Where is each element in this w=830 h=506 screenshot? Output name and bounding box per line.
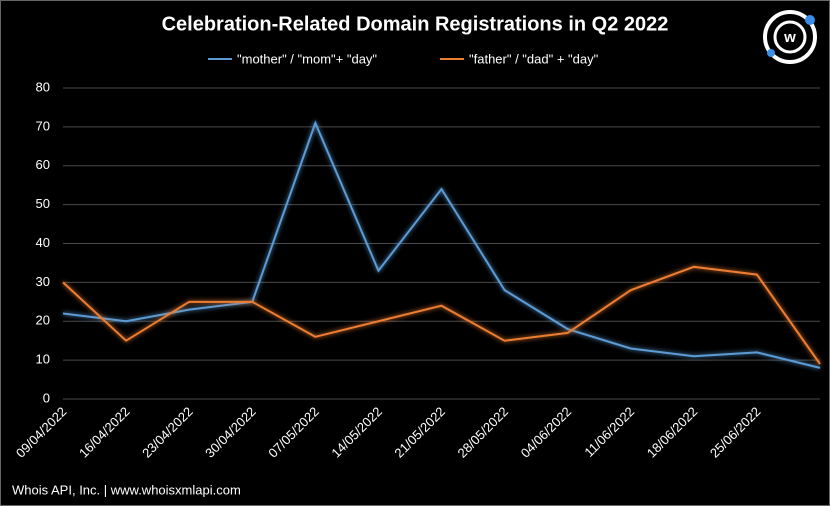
legend-label: "father" / "dad" + "day" <box>469 51 599 66</box>
y-tick-label: 20 <box>36 313 50 328</box>
series-line <box>62 265 821 365</box>
series-line <box>62 120 821 369</box>
y-tick-label: 0 <box>43 390 50 405</box>
logo: w <box>763 10 817 64</box>
y-tick-label: 50 <box>36 196 50 211</box>
y-tick-label: 80 <box>36 79 50 94</box>
legend-label: "mother" / "mom"+ "day" <box>237 51 377 66</box>
chart-title: Celebration-Related Domain Registrations… <box>162 13 669 35</box>
y-tick-label: 40 <box>36 235 50 250</box>
y-tick-label: 30 <box>36 274 50 289</box>
y-tick-label: 70 <box>36 118 50 133</box>
footer: Whois API, Inc. | www.whoisxmlapi.com <box>12 482 241 497</box>
y-tick-label: 60 <box>36 157 50 172</box>
y-tick-label: 10 <box>36 352 50 367</box>
svg-text:w: w <box>783 29 796 46</box>
